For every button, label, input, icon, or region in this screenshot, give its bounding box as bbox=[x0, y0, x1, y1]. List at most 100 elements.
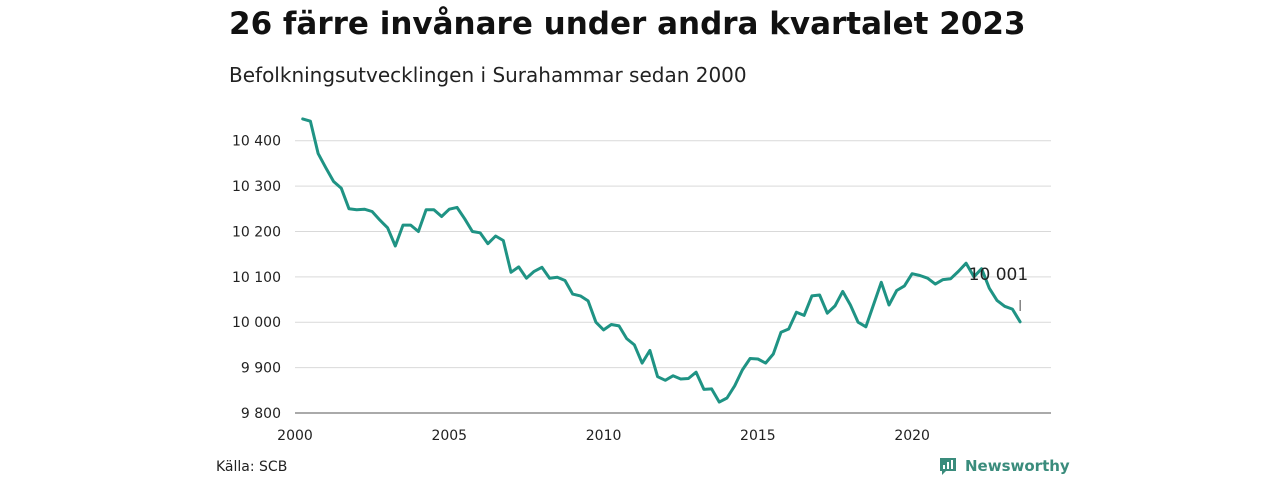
data-point bbox=[510, 271, 513, 274]
data-point bbox=[417, 230, 420, 233]
data-point bbox=[363, 208, 366, 211]
data-point bbox=[463, 217, 466, 220]
data-point bbox=[402, 224, 405, 227]
data-point bbox=[548, 277, 551, 280]
data-point bbox=[918, 274, 921, 277]
data-point bbox=[564, 279, 567, 282]
data-point bbox=[448, 208, 451, 211]
data-point bbox=[1011, 308, 1014, 311]
data-point bbox=[857, 321, 860, 324]
data-point bbox=[386, 226, 389, 229]
data-point bbox=[571, 293, 574, 296]
source-note: Källa: SCB bbox=[216, 459, 288, 475]
annotation-label: 10 001 bbox=[969, 265, 1028, 285]
data-point bbox=[957, 270, 960, 273]
data-point bbox=[672, 374, 675, 377]
data-point bbox=[834, 304, 837, 307]
brand-name: Newsworthy bbox=[965, 457, 1070, 475]
data-point bbox=[602, 328, 605, 331]
data-point bbox=[880, 281, 883, 284]
y-tick-label: 10 100 bbox=[232, 270, 281, 286]
data-point bbox=[317, 152, 320, 155]
x-axis-labels: 2000 2005 2010 2015 2020 bbox=[277, 428, 930, 444]
data-point bbox=[440, 215, 443, 218]
data-point bbox=[348, 207, 351, 210]
series-layer bbox=[301, 117, 1022, 404]
data-point bbox=[579, 294, 582, 297]
data-point bbox=[371, 210, 374, 213]
data-point bbox=[355, 208, 358, 211]
data-point bbox=[756, 357, 759, 360]
data-point bbox=[903, 284, 906, 287]
data-point bbox=[679, 377, 682, 380]
data-point bbox=[533, 270, 536, 273]
data-point bbox=[733, 384, 736, 387]
data-point bbox=[664, 379, 667, 382]
y-axis-labels: 9 800 9 900 10 000 10 100 10 200 10 300 10 400 bbox=[232, 134, 281, 422]
data-point bbox=[656, 375, 659, 378]
data-point bbox=[772, 353, 775, 356]
y-tick-label: 9 800 bbox=[241, 406, 281, 422]
y-tick-label: 10 200 bbox=[232, 224, 281, 240]
data-point bbox=[749, 357, 752, 360]
series-line bbox=[301, 117, 1022, 404]
data-point bbox=[780, 331, 783, 334]
data-point bbox=[494, 235, 497, 238]
data-point bbox=[849, 303, 852, 306]
y-tick-label: 10 000 bbox=[232, 315, 281, 331]
data-point bbox=[795, 311, 798, 314]
brand-logo[interactable]: Newsworthy bbox=[938, 456, 1070, 476]
data-point bbox=[610, 323, 613, 326]
data-point bbox=[425, 208, 428, 211]
data-point bbox=[471, 230, 474, 233]
data-point bbox=[648, 349, 651, 352]
data-point bbox=[502, 239, 505, 242]
chart-title: 26 färre invånare under andra kvartalet … bbox=[229, 6, 1026, 42]
data-point bbox=[803, 314, 806, 317]
data-point bbox=[818, 294, 821, 297]
data-point bbox=[864, 325, 867, 328]
data-point bbox=[340, 187, 343, 190]
line-chart: 9 800 9 900 10 000 10 100 10 200 10 300 10 400… bbox=[232, 117, 1051, 444]
gridlines bbox=[295, 140, 1051, 414]
data-point bbox=[702, 388, 705, 391]
data-point bbox=[926, 277, 929, 280]
data-point bbox=[942, 278, 945, 281]
data-point bbox=[810, 294, 813, 297]
data-point bbox=[787, 328, 790, 331]
chart-subtitle: Befolkningsutvecklingen i Surahammar sed… bbox=[229, 63, 747, 87]
data-point bbox=[988, 287, 991, 290]
data-point bbox=[540, 266, 543, 269]
data-point bbox=[895, 289, 898, 292]
data-point bbox=[486, 242, 489, 245]
data-point bbox=[332, 180, 335, 183]
data-point bbox=[479, 231, 482, 234]
data-point bbox=[934, 283, 937, 286]
data-point bbox=[594, 321, 597, 324]
data-point bbox=[456, 206, 459, 209]
data-point bbox=[826, 312, 829, 315]
data-point bbox=[695, 371, 698, 374]
data-point bbox=[726, 397, 729, 400]
annotation-layer: 10 001 bbox=[969, 265, 1028, 311]
data-point bbox=[872, 303, 875, 306]
x-tick-label: 2020 bbox=[894, 428, 930, 444]
data-point bbox=[911, 272, 914, 275]
data-point bbox=[1003, 305, 1006, 308]
data-point bbox=[432, 208, 435, 211]
data-point bbox=[618, 324, 621, 327]
data-point bbox=[633, 343, 636, 346]
data-point bbox=[309, 120, 312, 123]
data-point bbox=[888, 303, 891, 306]
data-point bbox=[718, 401, 721, 404]
data-point bbox=[841, 290, 844, 293]
data-point bbox=[1019, 320, 1022, 323]
x-tick-label: 2005 bbox=[431, 428, 467, 444]
data-point bbox=[949, 277, 952, 280]
y-tick-label: 10 300 bbox=[232, 179, 281, 195]
data-point bbox=[525, 277, 528, 280]
x-tick-label: 2000 bbox=[277, 428, 313, 444]
bar-chart-speech-bubble-icon bbox=[940, 458, 956, 475]
x-tick-label: 2015 bbox=[740, 428, 776, 444]
y-tick-label: 10 400 bbox=[232, 134, 281, 150]
